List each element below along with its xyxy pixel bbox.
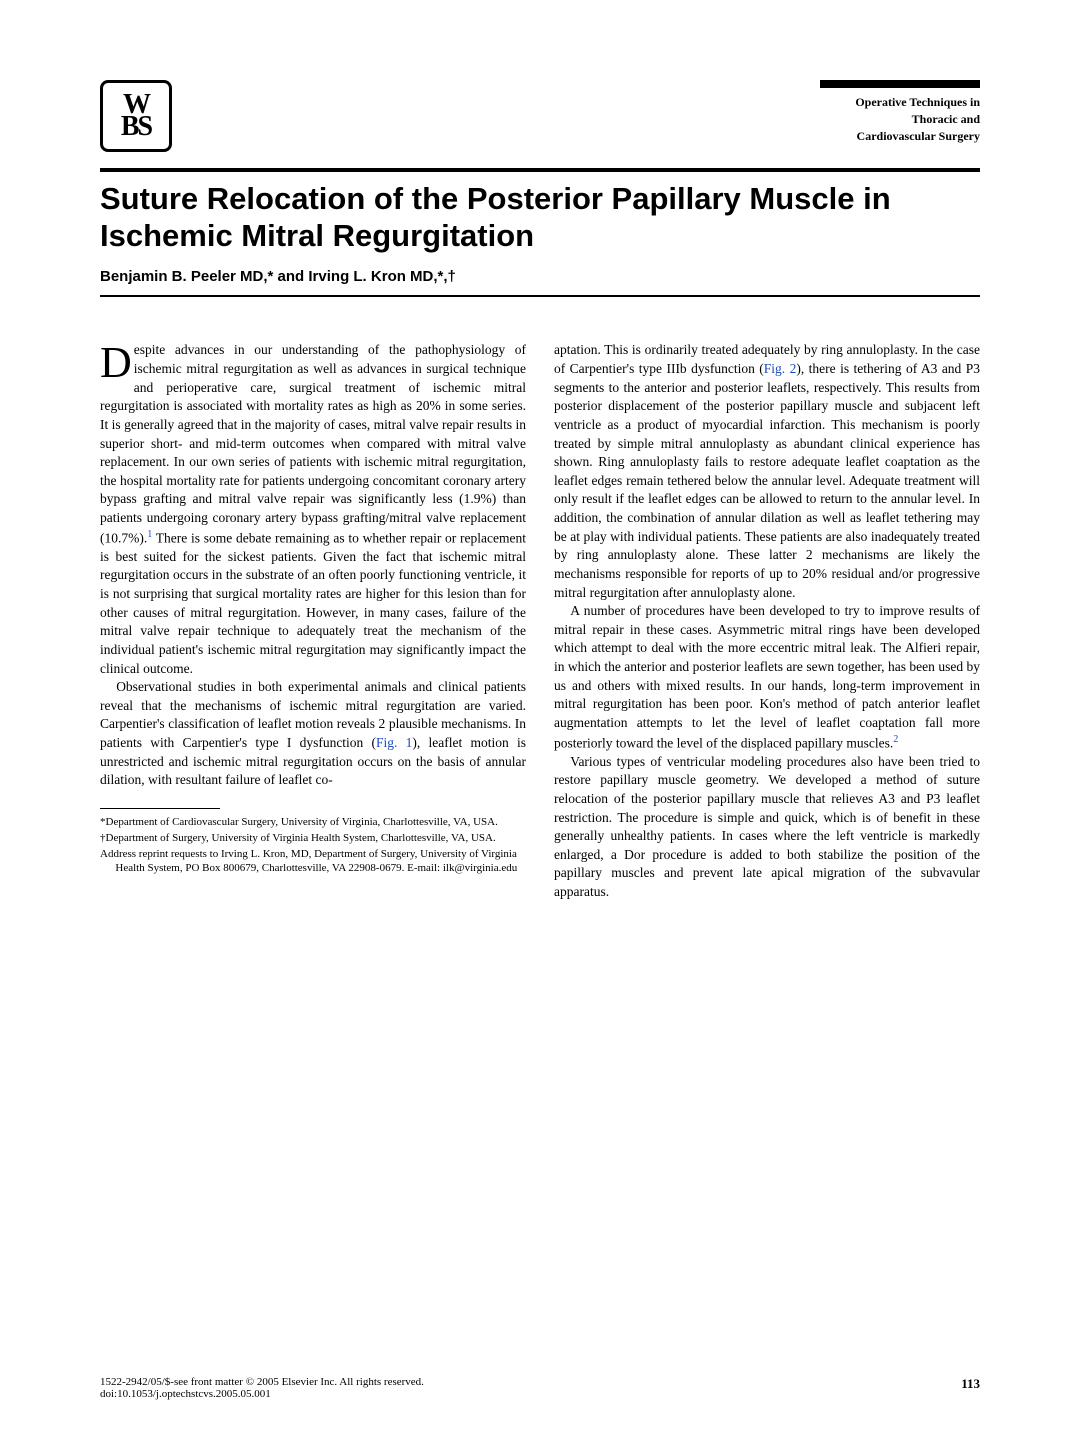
title-rule-top [100,168,980,172]
paragraph: Observational studies in both experiment… [100,678,526,790]
column-right: aptation. This is ordinarily treated ade… [554,341,980,901]
article-title: Suture Relocation of the Posterior Papil… [100,180,980,254]
body-text: There is some debate remaining as to whe… [100,530,526,675]
footnote-affiliation: †Department of Surgery, University of Vi… [100,831,526,846]
body-columns: Despite advances in our understanding of… [100,341,980,901]
logo-text: WBS [121,94,151,139]
journal-bar [820,80,980,88]
body-text: ), there is tethering of A3 and P3 segme… [554,361,980,600]
copyright-block: 1522-2942/05/$-see front matter © 2005 E… [100,1376,424,1400]
paragraph: aptation. This is ordinarily treated ade… [554,341,980,602]
paragraph: Various types of ventricular modeling pr… [554,753,980,902]
journal-line-3: Cardiovascular Surgery [820,128,980,145]
footnote-correspondence: Address reprint requests to Irving L. Kr… [100,847,526,877]
page-header: WBS Operative Techniques in Thoracic and… [100,80,980,152]
copyright-line: 1522-2942/05/$-see front matter © 2005 E… [100,1376,424,1388]
journal-line-1: Operative Techniques in [820,94,980,111]
title-rule-bottom [100,295,980,297]
footnote-rule [100,808,220,809]
body-text: espite advances in our understanding of … [100,342,526,545]
page-number: 113 [961,1376,980,1400]
column-left: Despite advances in our understanding of… [100,341,526,901]
publisher-logo: WBS [100,80,172,152]
citation-ref[interactable]: 2 [893,734,898,745]
paragraph: A number of procedures have been develop… [554,602,980,753]
footnote-affiliation: *Department of Cardiovascular Surgery, U… [100,815,526,830]
doi-line: doi:10.1053/j.optechstcvs.2005.05.001 [100,1388,424,1400]
journal-title-block: Operative Techniques in Thoracic and Car… [820,80,980,144]
paragraph: Despite advances in our understanding of… [100,341,526,678]
figure-ref[interactable]: Fig. 1 [376,735,412,750]
body-text: A number of procedures have been develop… [554,603,980,750]
footnotes: *Department of Cardiovascular Surgery, U… [100,815,526,876]
dropcap: D [100,341,134,381]
author-line: Benjamin B. Peeler MD,* and Irving L. Kr… [100,268,980,285]
figure-ref[interactable]: Fig. 2 [764,361,797,376]
page-footer: 1522-2942/05/$-see front matter © 2005 E… [100,1376,980,1400]
journal-line-2: Thoracic and [820,111,980,128]
